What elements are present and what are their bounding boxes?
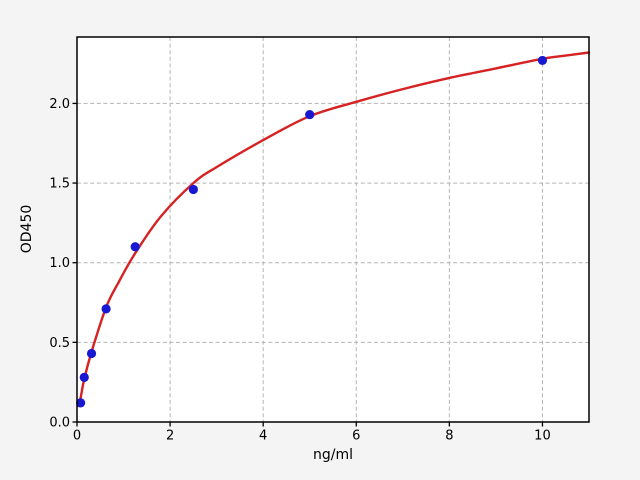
axes-spines <box>76 36 590 423</box>
data-point-marker <box>188 184 198 195</box>
y-tick-label: 1.0 <box>49 256 70 271</box>
x-tick-label: 8 <box>445 429 453 444</box>
y-axis-label: OD450 <box>19 204 35 254</box>
y-tick-label: 2.0 <box>49 97 70 112</box>
data-point-marker <box>79 372 89 382</box>
data-point-marker <box>101 304 111 314</box>
x-tick-label: 0 <box>73 429 81 444</box>
x-tick-label: 2 <box>166 429 174 444</box>
data-point-marker <box>76 398 86 408</box>
y-tick-label: 1.5 <box>49 177 70 192</box>
y-tick-label: 0.0 <box>49 416 70 431</box>
x-tick-label: 6 <box>352 429 360 444</box>
plot-area <box>77 37 589 422</box>
data-point-marker <box>86 348 97 359</box>
data-point-marker <box>305 109 315 120</box>
data-point-marker <box>537 55 548 66</box>
x-tick-label: 4 <box>259 429 267 444</box>
x-tick-label: 10 <box>534 429 551 444</box>
x-axis-label: ng/ml <box>312 447 353 463</box>
data-point-marker <box>130 242 140 252</box>
y-tick-label: 0.5 <box>49 336 70 351</box>
